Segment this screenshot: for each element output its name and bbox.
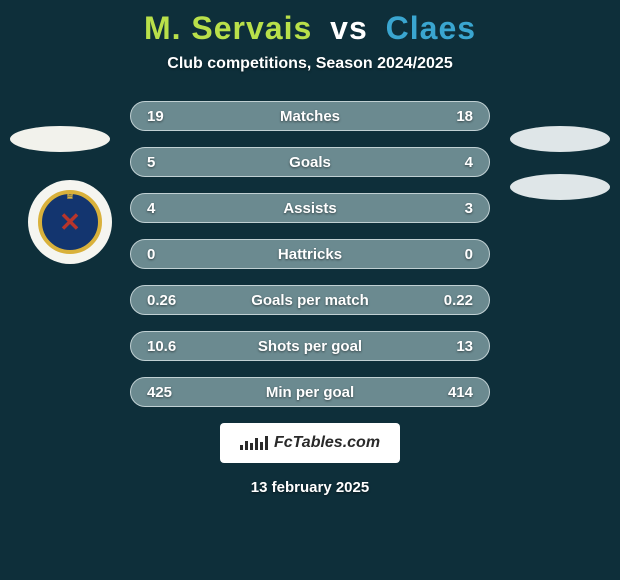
- player1-club-badge: ♛ ✕: [28, 180, 112, 264]
- stat-label: Shots per goal: [131, 338, 489, 355]
- player1-flag-placeholder: [10, 126, 110, 152]
- stat-left-value: 5: [147, 154, 155, 171]
- stat-left-value: 425: [147, 384, 172, 401]
- crown-icon: ♛: [65, 188, 76, 202]
- club-badge-inner: ♛ ✕: [38, 190, 102, 254]
- page-title: M. Servais vs Claes: [0, 10, 620, 47]
- player2-club-placeholder: [510, 174, 610, 200]
- stat-right-value: 0: [465, 246, 473, 263]
- stat-row: 4 Assists 3: [130, 193, 490, 223]
- player2-name: Claes: [386, 10, 476, 46]
- subtitle: Club competitions, Season 2024/2025: [0, 55, 620, 73]
- date-label: 13 february 2025: [0, 479, 620, 496]
- stat-label: Matches: [131, 108, 489, 125]
- stat-row: 0 Hattricks 0: [130, 239, 490, 269]
- player1-name: M. Servais: [144, 10, 312, 46]
- cross-icon: ✕: [59, 207, 81, 238]
- stat-left-value: 19: [147, 108, 164, 125]
- comparison-infographic: M. Servais vs Claes Club competitions, S…: [0, 0, 620, 580]
- stat-row: 425 Min per goal 414: [130, 377, 490, 407]
- stat-right-value: 4: [465, 154, 473, 171]
- fctables-text: FcTables.com: [274, 434, 380, 452]
- stat-left-value: 0: [147, 246, 155, 263]
- player2-flag-placeholder: [510, 126, 610, 152]
- bar-chart-icon: [240, 436, 268, 450]
- stat-right-value: 13: [456, 338, 473, 355]
- stat-right-value: 18: [456, 108, 473, 125]
- stat-row: 5 Goals 4: [130, 147, 490, 177]
- stat-label: Hattricks: [131, 246, 489, 263]
- stats-list: 19 Matches 18 5 Goals 4 4 Assists 3 0 Ha…: [130, 101, 490, 407]
- stat-left-value: 10.6: [147, 338, 176, 355]
- stat-label: Min per goal: [131, 384, 489, 401]
- stat-right-value: 0.22: [444, 292, 473, 309]
- stat-row: 0.26 Goals per match 0.22: [130, 285, 490, 315]
- stat-label: Goals: [131, 154, 489, 171]
- stat-row: 10.6 Shots per goal 13: [130, 331, 490, 361]
- stat-row: 19 Matches 18: [130, 101, 490, 131]
- fctables-logo: FcTables.com: [220, 423, 400, 463]
- vs-label: vs: [330, 10, 368, 46]
- stat-right-value: 414: [448, 384, 473, 401]
- stat-label: Goals per match: [131, 292, 489, 309]
- stat-left-value: 4: [147, 200, 155, 217]
- stat-left-value: 0.26: [147, 292, 176, 309]
- stat-right-value: 3: [465, 200, 473, 217]
- stat-label: Assists: [131, 200, 489, 217]
